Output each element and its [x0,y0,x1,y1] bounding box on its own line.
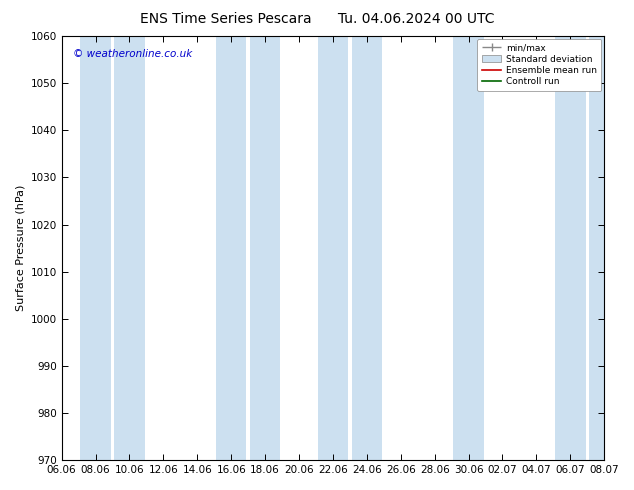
Bar [318,36,348,460]
Bar [250,36,280,460]
Bar [114,36,145,460]
Bar [352,36,382,460]
Bar [589,36,604,460]
Bar [453,36,484,460]
Text: © weatheronline.co.uk: © weatheronline.co.uk [72,49,191,59]
Bar [216,36,247,460]
Bar [555,36,586,460]
Y-axis label: Surface Pressure (hPa): Surface Pressure (hPa) [15,185,25,311]
Bar [81,36,111,460]
Text: ENS Time Series Pescara      Tu. 04.06.2024 00 UTC: ENS Time Series Pescara Tu. 04.06.2024 0… [139,12,495,26]
Legend: min/max, Standard deviation, Ensemble mean run, Controll run: min/max, Standard deviation, Ensemble me… [477,39,602,91]
